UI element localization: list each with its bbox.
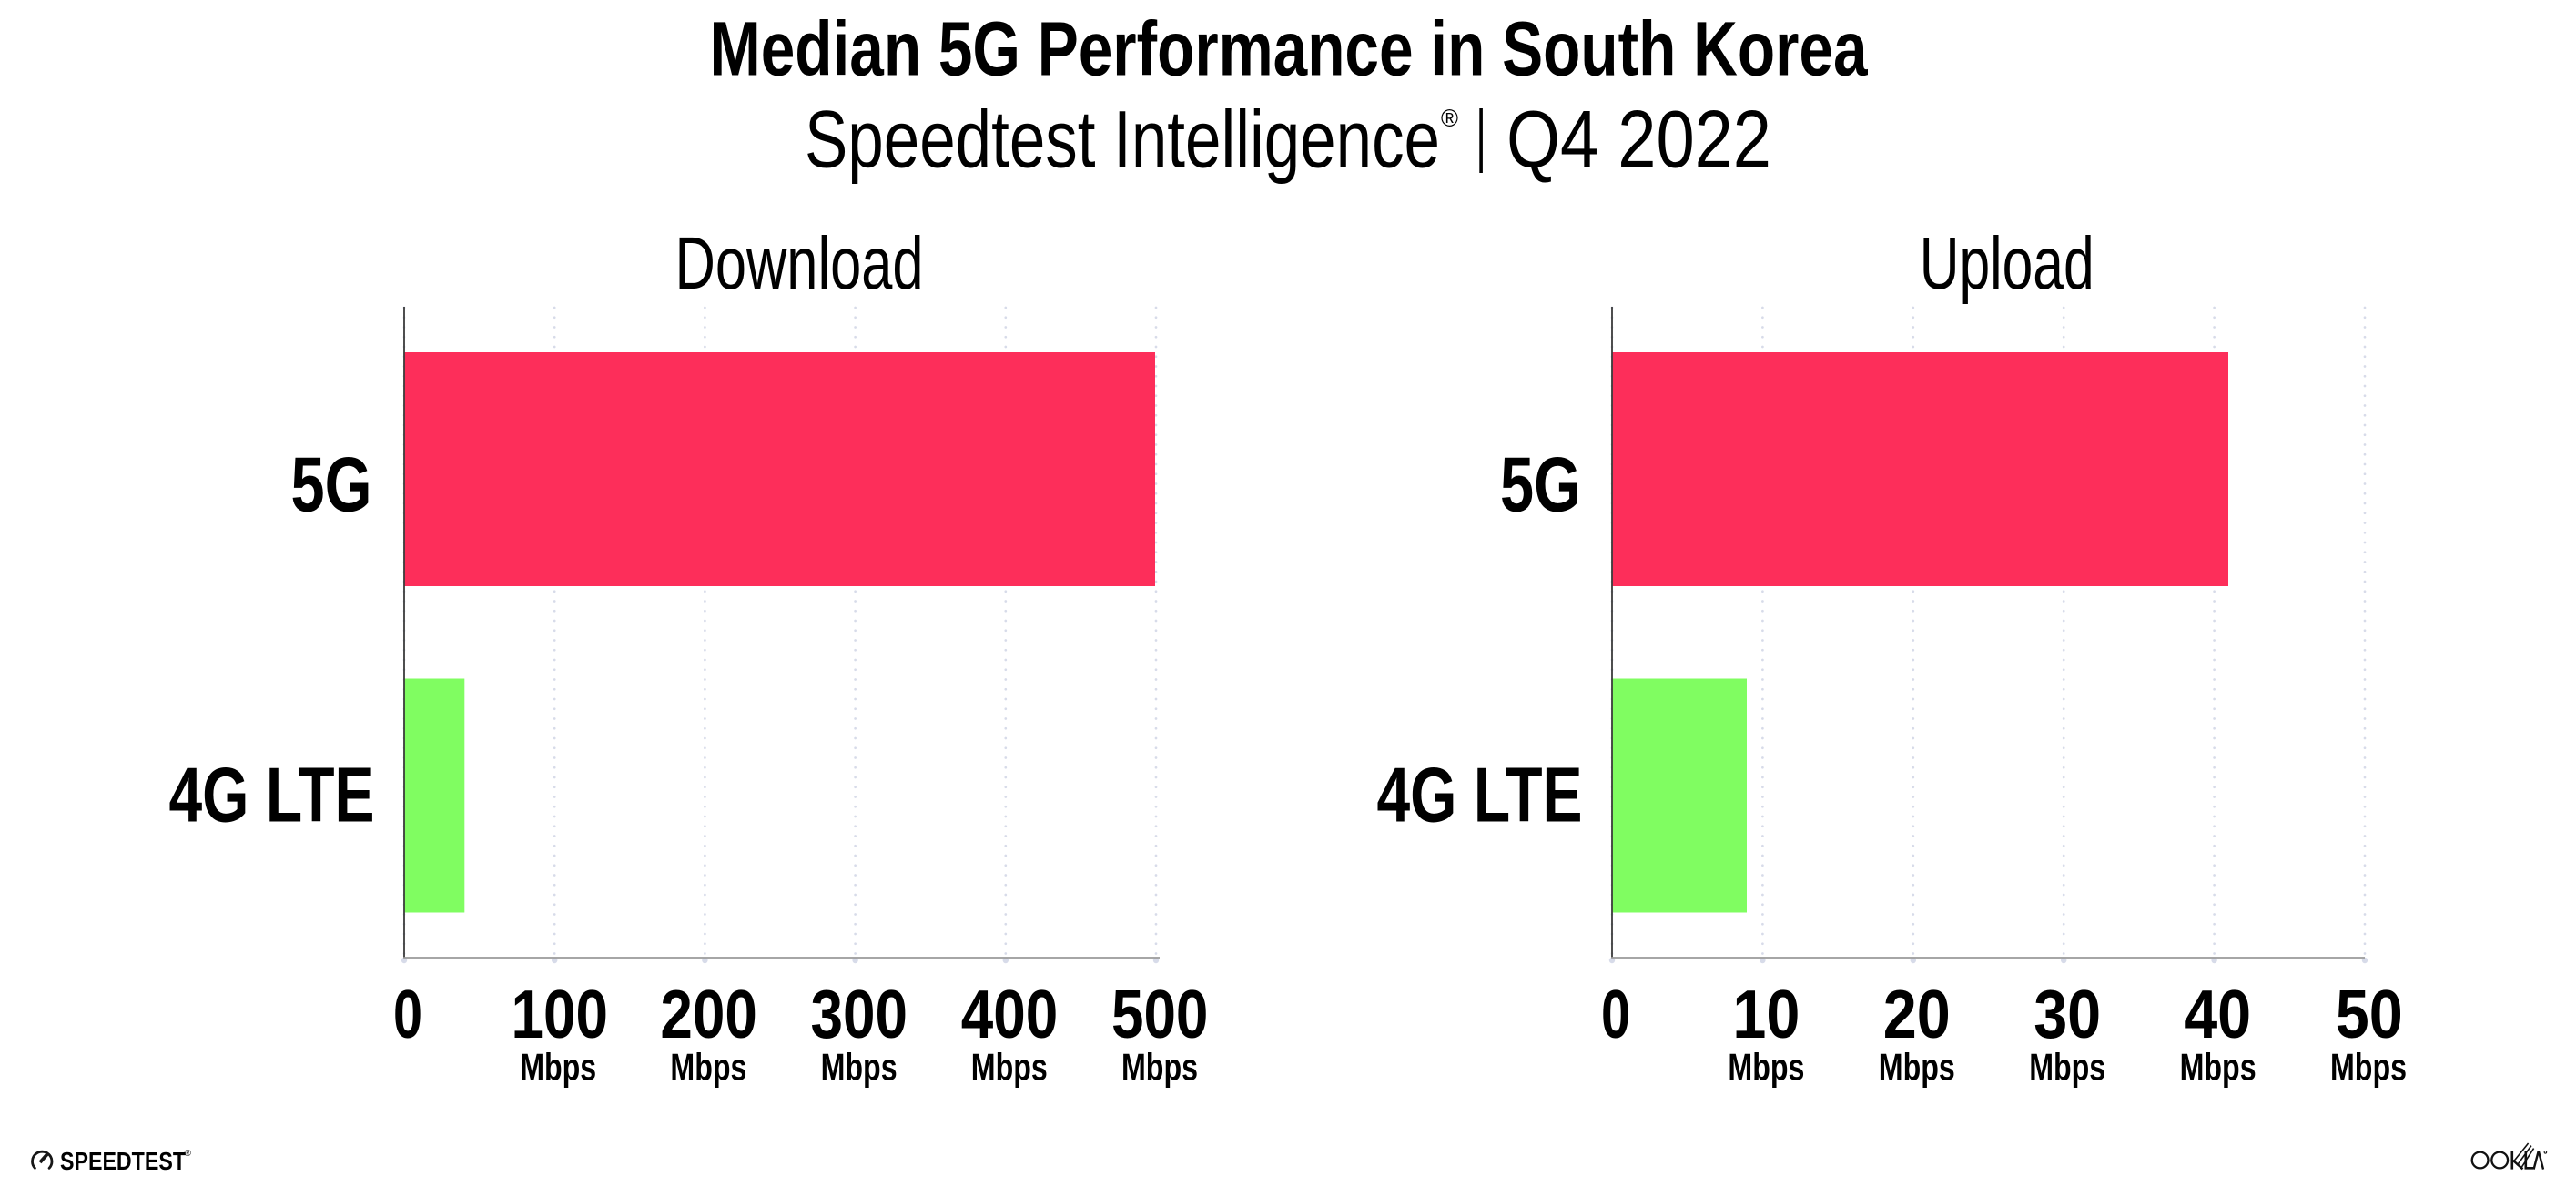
svg-text:4G LTE: 4G LTE <box>1377 753 1583 839</box>
svg-text:500: 500 <box>1111 976 1209 1052</box>
svg-text:50: 50 <box>2336 976 2403 1052</box>
svg-text:300: 300 <box>811 976 908 1052</box>
svg-text:Speedtest Intelligence: Speedtest Intelligence <box>805 95 1440 185</box>
svg-text:5G: 5G <box>291 442 372 529</box>
svg-text:®: ® <box>1441 105 1458 132</box>
svg-text:20: 20 <box>1883 976 1951 1052</box>
svg-text:Mbps: Mbps <box>2180 1046 2257 1089</box>
svg-text:Mbps: Mbps <box>2029 1046 2105 1089</box>
svg-text:Median 5G Performance in South: Median 5G Performance in South Korea <box>710 5 1869 91</box>
svg-text:400: 400 <box>961 976 1059 1052</box>
svg-text:4G LTE: 4G LTE <box>169 753 375 839</box>
svg-text:Mbps: Mbps <box>971 1046 1048 1089</box>
svg-text:30: 30 <box>2033 976 2101 1052</box>
svg-text:Upload: Upload <box>1920 222 2094 305</box>
svg-text:Mbps: Mbps <box>821 1046 898 1089</box>
svg-text:40: 40 <box>2184 976 2251 1052</box>
svg-text:Mbps: Mbps <box>1879 1046 1955 1089</box>
svg-text:Mbps: Mbps <box>670 1046 746 1089</box>
svg-text:Mbps: Mbps <box>1121 1046 1198 1089</box>
svg-text:Mbps: Mbps <box>520 1046 596 1089</box>
svg-text:200: 200 <box>660 976 757 1052</box>
svg-text:10: 10 <box>1732 976 1800 1052</box>
svg-text:Mbps: Mbps <box>1728 1046 1804 1089</box>
svg-text:0: 0 <box>393 976 422 1052</box>
svg-text:Mbps: Mbps <box>2330 1046 2407 1089</box>
svg-text:SPEEDTEST: SPEEDTEST <box>60 1147 186 1175</box>
svg-text:®: ® <box>185 1149 192 1159</box>
svg-text:Download: Download <box>675 222 924 305</box>
svg-text:0: 0 <box>1601 976 1630 1052</box>
svg-text:Q4 2022: Q4 2022 <box>1506 95 1771 185</box>
svg-text:5G: 5G <box>1500 442 1581 529</box>
svg-text:100: 100 <box>512 976 609 1052</box>
